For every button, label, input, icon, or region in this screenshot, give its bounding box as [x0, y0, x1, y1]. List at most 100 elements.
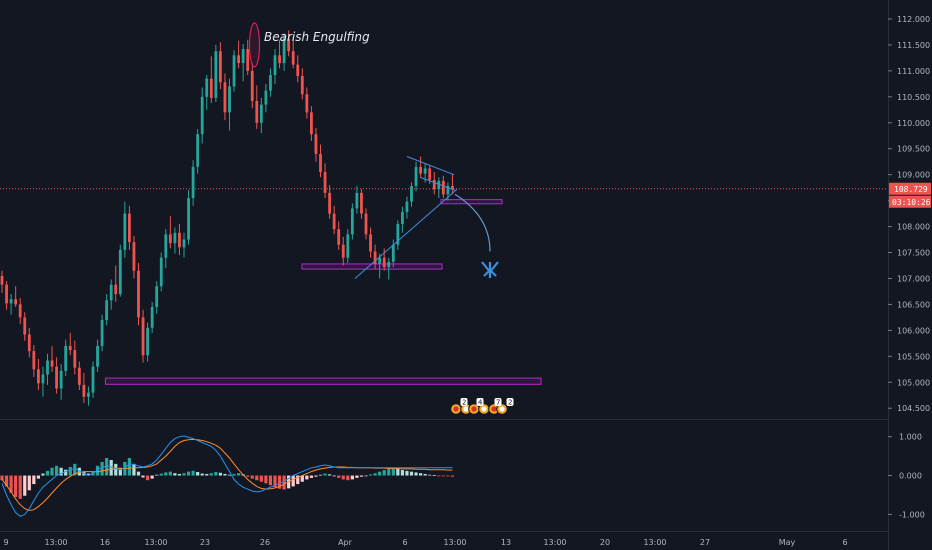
macd-histogram-bar — [150, 475, 154, 479]
macd-histogram-bar — [77, 467, 81, 476]
candle-body — [337, 229, 341, 245]
macd-tick-label: 1.000 — [899, 433, 922, 442]
macd-histogram-bar — [86, 473, 91, 476]
candle — [187, 190, 190, 245]
trend-line[interactable] — [406, 156, 455, 176]
candle — [23, 312, 27, 341]
candle-body — [350, 208, 354, 235]
candle-body — [32, 351, 36, 370]
candle-body — [205, 78, 209, 97]
candle-body — [123, 213, 127, 250]
event-badge[interactable] — [460, 403, 472, 415]
candle — [255, 85, 259, 129]
event-badge[interactable] — [468, 403, 480, 415]
event-badge-inner — [463, 406, 469, 412]
candle — [128, 205, 131, 250]
macd-histogram-bar — [314, 475, 318, 477]
candle-body — [341, 244, 345, 258]
macd-histogram-bar — [337, 475, 341, 478]
macd-histogram-bar — [14, 475, 18, 497]
candle — [9, 294, 13, 315]
price-axis[interactable]: 112.000 111.500 111.000 110.500 110.000 109.5… — [888, 15, 931, 413]
candle — [246, 39, 250, 76]
candle-body — [328, 192, 331, 214]
macd-histogram-bar — [382, 470, 386, 476]
macd-histogram-bar — [400, 470, 404, 476]
candle — [123, 201, 127, 258]
candle — [159, 252, 163, 292]
candle — [278, 39, 281, 69]
macd-histogram-bar — [405, 470, 409, 476]
macd-histogram-bar — [45, 470, 50, 476]
event-badge[interactable] — [450, 403, 462, 415]
time-axis[interactable]: 9 13:00 16 13:00 23 26 Apr 6 13:00 13 13:00 20 13:00… — [3, 538, 847, 547]
candle — [273, 49, 277, 84]
macd-histogram-bar — [218, 472, 222, 476]
candle-body — [96, 345, 99, 367]
horizontal-zone-box[interactable] — [104, 377, 542, 385]
candle-body — [391, 244, 395, 262]
candle — [341, 236, 345, 266]
candle — [250, 63, 254, 109]
price-tick-label: 106.000 — [897, 326, 930, 335]
macd-axis[interactable]: 1.000 0.000 -1.000 — [888, 433, 925, 520]
macd-histogram-bar — [246, 475, 250, 477]
macd-histogram-bar — [205, 473, 209, 476]
candle-body — [182, 239, 186, 248]
macd-histogram-bar — [346, 475, 350, 481]
candle-body — [0, 275, 4, 285]
candle-body — [264, 90, 268, 105]
candle — [37, 358, 40, 391]
time-tick-label: 6 — [842, 538, 847, 547]
macd-histogram-bar — [237, 473, 241, 476]
time-tick-label: 13 — [501, 538, 511, 547]
macd-pane[interactable] — [0, 435, 455, 517]
candle-body — [296, 64, 300, 77]
candle — [269, 68, 272, 97]
time-tick-label: 13:00 — [144, 538, 167, 547]
candle — [414, 161, 418, 192]
trend-line[interactable] — [354, 188, 458, 279]
macd-histogram-bar — [9, 475, 13, 493]
candle-body — [437, 180, 441, 190]
candle — [282, 33, 286, 71]
candle-body — [23, 317, 27, 335]
event-badge[interactable] — [496, 403, 508, 415]
projection-curve[interactable] — [454, 193, 491, 252]
candle-body — [355, 192, 359, 209]
candle-body — [282, 38, 286, 64]
candle-body — [137, 270, 140, 318]
macd-histogram-bar — [59, 467, 63, 476]
candle-body — [441, 180, 445, 195]
horizontal-zone-box[interactable] — [440, 198, 503, 205]
macd-histogram-bar — [173, 473, 177, 476]
candle-body — [269, 75, 272, 91]
candle-body — [410, 186, 413, 202]
candle — [191, 160, 195, 206]
candle-body — [291, 51, 295, 65]
candle — [50, 345, 54, 372]
candle — [241, 43, 245, 82]
time-tick-label: May — [779, 538, 796, 547]
candle — [96, 339, 99, 372]
candle-body — [405, 201, 409, 213]
candle — [59, 364, 63, 400]
trend-line[interactable] — [419, 176, 456, 191]
macd-histogram-bar — [450, 475, 455, 477]
candle-body — [105, 300, 109, 320]
candle — [328, 185, 331, 219]
candle-body — [91, 366, 95, 393]
macd-histogram-bar — [437, 475, 441, 477]
macd-histogram-bar — [127, 458, 131, 476]
candle — [350, 203, 354, 240]
macd-histogram-bar — [155, 474, 159, 476]
last-price-value: 108.729 — [894, 185, 928, 194]
candle — [310, 106, 313, 141]
horizontal-zone-box[interactable] — [301, 263, 443, 270]
candle-body — [159, 257, 163, 287]
macd-histogram-bar — [55, 465, 59, 476]
highlight-ellipse[interactable] — [248, 22, 261, 68]
